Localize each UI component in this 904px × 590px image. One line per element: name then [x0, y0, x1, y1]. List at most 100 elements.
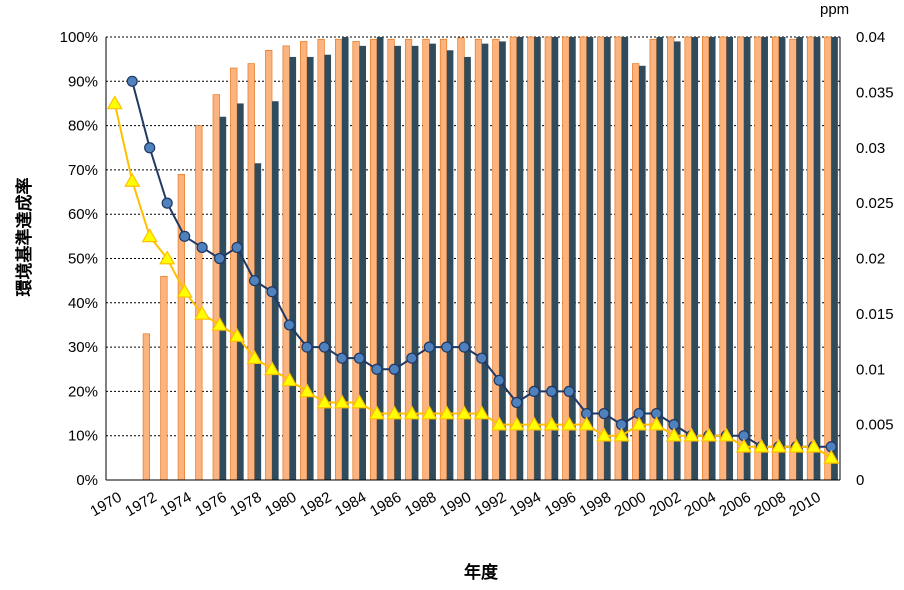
circle-marker	[371, 363, 383, 375]
x-tick-label: 1986	[367, 489, 404, 520]
x-tick-label: 1988	[402, 489, 439, 520]
left-tick-label: 40%	[68, 295, 98, 312]
right-tick-label: 0.03	[856, 140, 885, 157]
bar-series-2	[429, 43, 436, 481]
bar-series-2	[324, 54, 332, 480]
triangle-marker	[298, 383, 316, 398]
bar-series-1	[317, 38, 325, 481]
triangle-marker	[578, 416, 595, 431]
x-tick-label: 1974	[157, 489, 194, 520]
bar-series-1	[771, 36, 780, 481]
triangle-marker	[246, 349, 263, 365]
bar-series-1	[719, 36, 727, 481]
bar-series-2	[708, 37, 716, 480]
bar-series-2	[778, 37, 786, 480]
circle-marker	[493, 374, 505, 386]
bar-series-2	[673, 41, 681, 481]
x-tick-label: 1994	[507, 489, 544, 520]
bar-series-2	[499, 41, 506, 481]
triangle-marker	[229, 327, 246, 342]
triangle-marker	[508, 416, 525, 431]
bar-series-2	[411, 45, 419, 481]
bar-series-2	[359, 45, 367, 481]
bar-series-2	[376, 37, 384, 480]
left-tick-label: 50%	[68, 251, 98, 268]
bar-series-1	[195, 125, 203, 481]
bar-series-2	[534, 37, 541, 480]
triangle-marker	[194, 305, 211, 320]
circle-marker	[336, 352, 348, 364]
triangle-marker	[526, 416, 543, 431]
x-tick-label: 1996	[542, 489, 579, 520]
bar-series-2	[656, 37, 664, 480]
triangle-marker	[561, 416, 578, 431]
bar-series-1	[160, 275, 168, 481]
right-tick-label: 0.005	[856, 417, 894, 434]
bar-series-1	[527, 36, 535, 481]
bar-series-2	[796, 37, 803, 480]
triangle-marker	[438, 405, 455, 420]
bar-series-1	[300, 41, 308, 481]
triangle-marker	[333, 394, 350, 409]
bar-series-2	[306, 56, 314, 481]
circle-marker	[266, 286, 278, 298]
bar-series-1	[562, 36, 570, 481]
triangle-marker	[316, 394, 333, 409]
triangle-marker	[351, 394, 368, 409]
triangle-marker	[596, 427, 613, 442]
bar-series-2	[446, 50, 454, 480]
bar-series-1	[789, 38, 797, 481]
circle-marker	[458, 341, 470, 353]
bar-series-2	[237, 103, 244, 480]
x-tick-label: 2006	[716, 489, 753, 520]
x-tick-label: 2002	[647, 489, 684, 520]
circle-marker	[598, 407, 610, 420]
circle-marker	[196, 241, 208, 254]
triangle-marker	[805, 438, 822, 453]
right-axis-unit: ppm	[820, 1, 849, 18]
circle-marker	[423, 341, 435, 353]
circle-marker	[248, 275, 261, 287]
bar-series-1	[352, 41, 360, 481]
bar-series-2	[464, 56, 471, 481]
bar-series-1	[509, 36, 517, 481]
right-tick-label: 0	[856, 472, 864, 489]
bar-series-1	[806, 36, 815, 481]
x-axis-title: 年度	[464, 562, 499, 582]
left-tick-label: 10%	[68, 428, 98, 445]
bar-series-2	[621, 37, 629, 480]
left-tick-label: 80%	[68, 118, 98, 135]
triangle-marker	[718, 427, 735, 442]
x-tick-label: 2010	[786, 489, 823, 520]
left-tick-label: 100%	[60, 29, 98, 46]
bar-series-2	[726, 37, 734, 480]
x-tick-label: 1992	[472, 489, 509, 520]
bar-series-2	[743, 37, 751, 480]
bar-series-2	[691, 37, 699, 480]
right-tick-label: 0.04	[856, 29, 885, 46]
circle-marker	[388, 363, 400, 375]
triangle-marker	[368, 405, 385, 420]
triangle-marker	[735, 438, 752, 453]
triangle-marker	[770, 438, 787, 453]
bar-series-2	[341, 37, 349, 480]
triangle-marker	[421, 405, 438, 420]
circle-marker	[563, 385, 575, 397]
triangle-marker	[700, 427, 717, 442]
left-axis-ticks: 0% 10% 20% 30% 40% 50% 60% 70% 80% 90% 100%	[60, 29, 98, 489]
bar-series-1	[335, 38, 343, 481]
triangle-marker	[753, 438, 770, 453]
x-tick-label: 1976	[192, 489, 229, 520]
right-tick-label: 0.01	[856, 361, 885, 378]
bar-series-2	[394, 45, 401, 481]
markers	[106, 75, 840, 464]
triangle-marker	[106, 95, 123, 110]
x-tick-label: 1978	[227, 489, 264, 520]
bar-series-2	[813, 37, 821, 480]
bar-series-1	[736, 36, 745, 481]
bar-series-2	[639, 65, 646, 481]
left-tick-label: 90%	[68, 73, 98, 90]
bar-series-2	[831, 37, 838, 480]
bar-series-1	[754, 36, 762, 481]
left-tick-label: 0%	[76, 472, 98, 489]
